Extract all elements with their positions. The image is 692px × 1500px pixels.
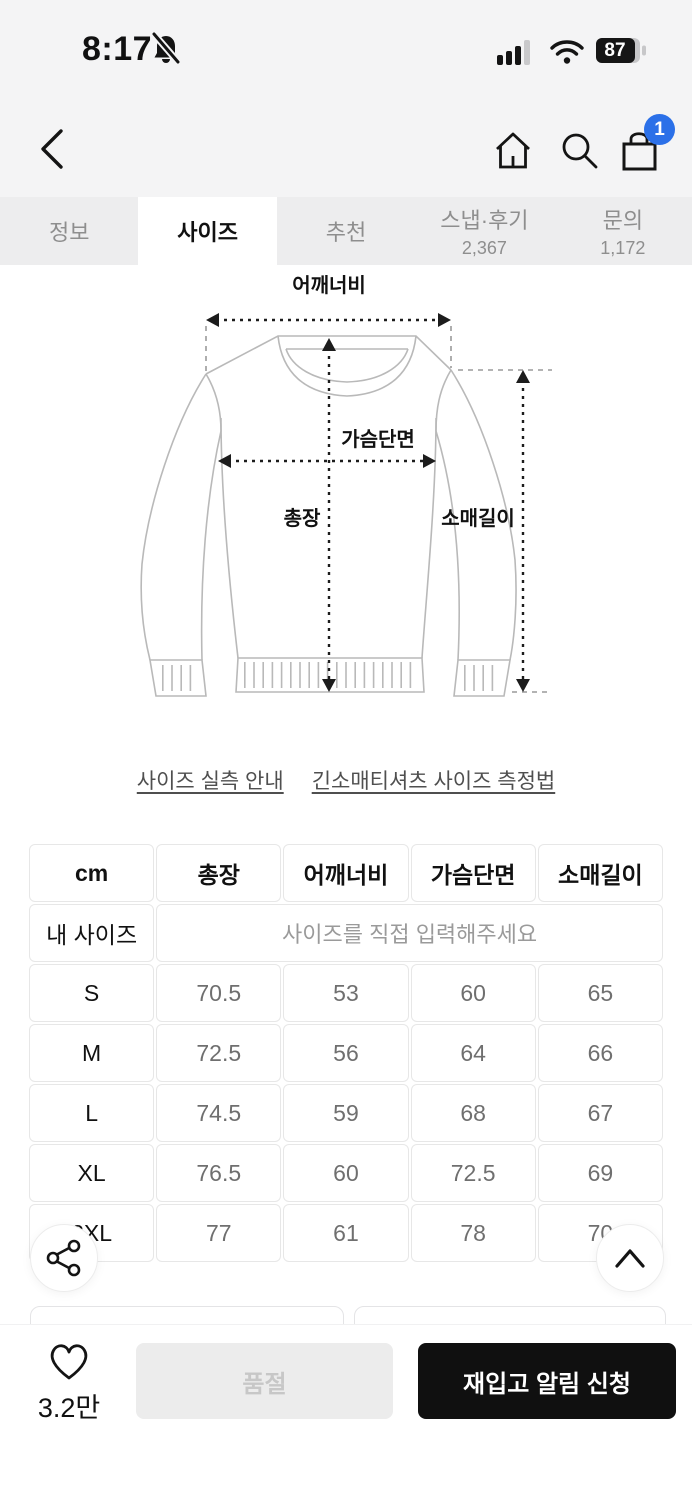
tab-info[interactable]: 정보 [0,197,139,265]
value-cell: 60 [410,964,536,1022]
like-count: 3.2만 [37,1393,101,1423]
value-cell: 56 [283,1024,409,1082]
value-cell: 67 [537,1084,663,1142]
cart-badge: 1 [644,114,675,145]
my-size-label: 내 사이즈 [29,904,155,962]
bell-slash-icon [150,32,182,66]
status-time: 8:17 [82,30,153,68]
share-icon [46,1239,81,1277]
tab-reviews[interactable]: 스냅·후기 2,367 [415,197,554,265]
value-cell: 72.5 [410,1144,536,1202]
value-cell: 72.5 [156,1024,282,1082]
value-cell: 65 [537,964,663,1022]
chest-width-label: 가슴단면 [341,428,415,451]
size-cell: S [29,964,155,1022]
top-chrome: 8:17 87 [0,0,692,197]
bottom-action-bar: 3.2만 품절 재입고 알림 신청 [0,1324,692,1500]
sleeve-length-label: 소매길이 [441,507,515,530]
size-guide-links: 사이즈 실측 안내 긴소매티셔츠 사이즈 측정법 [0,765,692,795]
size-table: cm 총장 어깨너비 가슴단면 소매길이 내 사이즈 사이즈를 직접 입력해주세… [27,842,665,1264]
size-measure-guide-link[interactable]: 사이즈 실측 안내 [136,770,284,793]
back-icon[interactable] [36,126,70,172]
shoulder-width-label: 어깨너비 [292,274,366,297]
value-cell: 69 [537,1144,663,1202]
home-icon[interactable] [490,127,536,173]
table-row: L 74.5 59 68 67 [29,1084,663,1142]
size-cell: M [29,1024,155,1082]
scroll-to-top-button[interactable] [596,1224,664,1292]
table-row: M 72.5 56 64 66 [29,1024,663,1082]
col-total-length: 총장 [156,844,282,902]
share-button[interactable] [30,1224,98,1292]
reviews-count: 2,367 [461,238,507,258]
col-shoulder: 어깨너비 [283,844,409,902]
size-diagram: 어깨너비 가슴단면 총장 소매길이 [140,274,552,697]
table-row: 2XL 77 61 78 70 [29,1204,663,1262]
my-size-input[interactable]: 사이즈를 직접 입력해주세요 [156,904,663,962]
col-sleeve: 소매길이 [537,844,663,902]
battery-percent: 87 [604,39,626,61]
table-row: S 70.5 53 60 65 [29,964,663,1022]
col-chest: 가슴단면 [410,844,536,902]
value-cell: 61 [283,1204,409,1262]
tab-size[interactable]: 사이즈 [138,197,277,265]
value-cell: 64 [410,1024,536,1082]
inquiry-count: 1,172 [600,238,646,258]
value-cell: 78 [410,1204,536,1262]
table-row: XL 76.5 60 72.5 69 [29,1144,663,1202]
soldout-button[interactable]: 품절 [136,1343,393,1419]
value-cell: 59 [283,1084,409,1142]
battery-icon: 87 [596,38,648,63]
wifi-icon [550,40,584,64]
table-header-row: cm 총장 어깨너비 가슴단면 소매길이 [29,844,663,902]
tab-inquiry[interactable]: 문의 1,172 [553,197,692,265]
heart-icon [50,1344,88,1380]
chevron-up-icon [615,1249,645,1268]
longsleeve-measure-method-link[interactable]: 긴소매티셔츠 사이즈 측정법 [311,770,556,793]
total-length-label: 총장 [284,507,321,530]
value-cell: 77 [156,1204,282,1262]
value-cell: 76.5 [156,1144,282,1202]
search-icon[interactable] [556,127,602,173]
restock-alert-button[interactable]: 재입고 알림 신청 [418,1343,676,1419]
value-cell: 66 [537,1024,663,1082]
col-unit: cm [29,844,155,902]
tab-recommend[interactable]: 추천 [276,197,416,265]
size-cell: L [29,1084,155,1142]
value-cell: 74.5 [156,1084,282,1142]
value-cell: 60 [283,1144,409,1202]
size-cell: XL [29,1144,155,1202]
like-button[interactable]: 3.2만 [36,1339,102,1425]
value-cell: 53 [283,964,409,1022]
value-cell: 68 [410,1084,536,1142]
tab-bar: 정보 사이즈 추천 스냅·후기 2,367 문의 1,172 [0,197,692,265]
value-cell: 70.5 [156,964,282,1022]
signal-icon [497,40,530,65]
my-size-row: 내 사이즈 사이즈를 직접 입력해주세요 [29,904,663,962]
